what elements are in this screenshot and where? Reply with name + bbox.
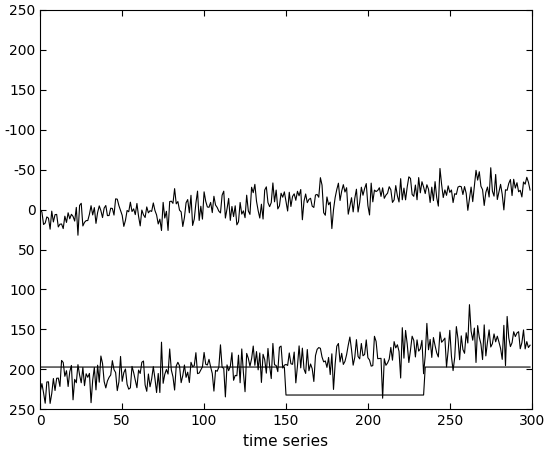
X-axis label: time series: time series xyxy=(243,434,328,449)
